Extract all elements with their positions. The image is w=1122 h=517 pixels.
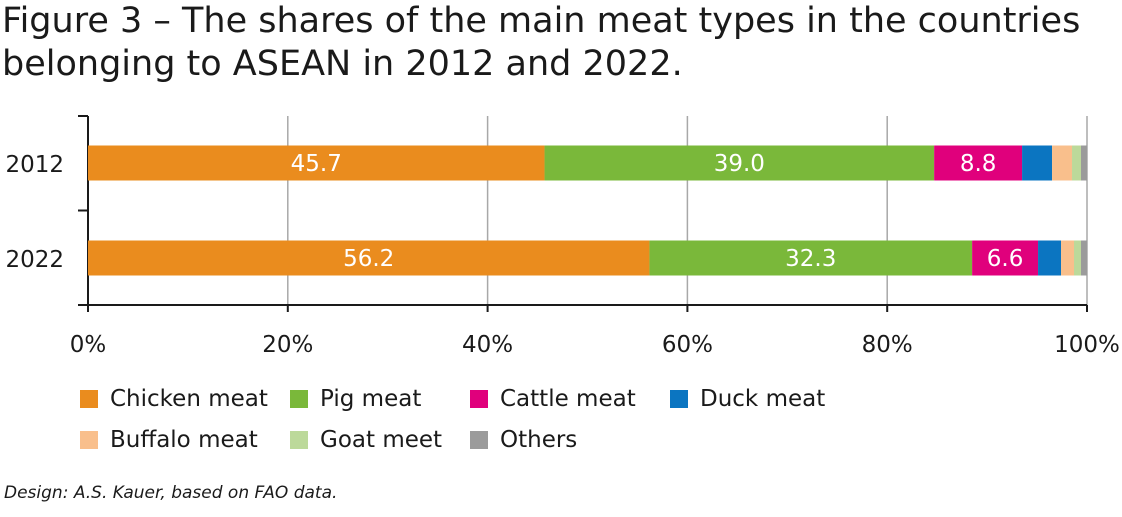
x-tick-label: 80% xyxy=(862,332,913,358)
bar-segment xyxy=(1038,240,1062,276)
legend-item: Goat meet xyxy=(290,427,470,453)
bar-data-label: 39.0 xyxy=(714,151,765,177)
x-tick-label: 40% xyxy=(462,332,513,358)
legend-label: Buffalo meat xyxy=(110,426,258,453)
legend-swatch xyxy=(80,389,98,408)
chart-title-line-1: Figure 3 – The shares of the main meat t… xyxy=(2,1,1081,41)
bar-segment xyxy=(1061,240,1075,276)
bar-segment xyxy=(1072,145,1082,181)
bar-data-label: 8.8 xyxy=(960,151,997,177)
bar-data-label: 6.6 xyxy=(987,246,1024,272)
legend-item: Duck meat xyxy=(670,386,850,412)
bar-segment xyxy=(544,145,935,181)
bar-data-label: 56.2 xyxy=(343,246,394,272)
legend-swatch xyxy=(80,430,98,449)
x-tick-label: 100% xyxy=(1054,332,1120,358)
bar-segment xyxy=(934,145,1023,181)
legend-swatch xyxy=(470,389,488,408)
legend-item: Pig meat xyxy=(290,386,470,412)
bar-segment xyxy=(1081,145,1087,181)
stacked-bar-chart: 0% 20% 40% 60% 80% 100% 2012 45.7 39.0 8.8 2022 56.… xyxy=(5,115,1120,358)
x-tick-label: 0% xyxy=(70,332,107,358)
bar-segment xyxy=(88,240,650,276)
chart-title: Figure 3 – The shares of the main meat t… xyxy=(2,0,1112,86)
design-credit: Design: A.S. Kauer, based on FAO data. xyxy=(4,483,338,503)
legend-item: Others xyxy=(470,427,670,453)
bar-data-label: 32.3 xyxy=(785,246,836,272)
legend-swatch xyxy=(290,389,308,408)
bar-segment xyxy=(1074,240,1082,276)
legend-swatch xyxy=(470,430,488,449)
legend-label: Duck meat xyxy=(700,385,826,412)
chart-legend: Chicken meat Pig meat Cattle meat Duck meat… xyxy=(80,378,880,460)
legend-label: Others xyxy=(500,426,578,453)
legend-row: Chicken meat Pig meat Cattle meat Duck meat xyxy=(80,378,880,419)
chart-title-line-2: belonging to ASEAN in 2012 and 2022. xyxy=(2,44,683,84)
x-tick-label: 60% xyxy=(662,332,713,358)
legend-swatch xyxy=(670,389,688,408)
y-category-label: 2012 xyxy=(5,152,64,178)
x-tick-label: 20% xyxy=(262,332,313,358)
bar-segment xyxy=(1052,145,1073,181)
legend-label: Goat meet xyxy=(320,426,443,453)
legend-item: Cattle meat xyxy=(470,386,670,412)
legend-label: Chicken meat xyxy=(110,385,268,412)
bar-segment xyxy=(649,240,973,276)
bar-segment xyxy=(88,145,545,181)
legend-item: Chicken meat xyxy=(80,386,290,412)
legend-row: Buffalo meat Goat meet Others xyxy=(80,419,880,460)
bar-segment xyxy=(972,240,1039,276)
bar-segment xyxy=(1022,145,1053,181)
bar-segment xyxy=(1081,240,1087,276)
legend-item: Buffalo meat xyxy=(80,427,290,453)
legend-label: Cattle meat xyxy=(500,385,636,412)
y-category-label: 2022 xyxy=(5,247,64,273)
legend-swatch xyxy=(290,430,308,449)
bar-data-label: 45.7 xyxy=(291,151,342,177)
legend-label: Pig meat xyxy=(320,385,422,412)
